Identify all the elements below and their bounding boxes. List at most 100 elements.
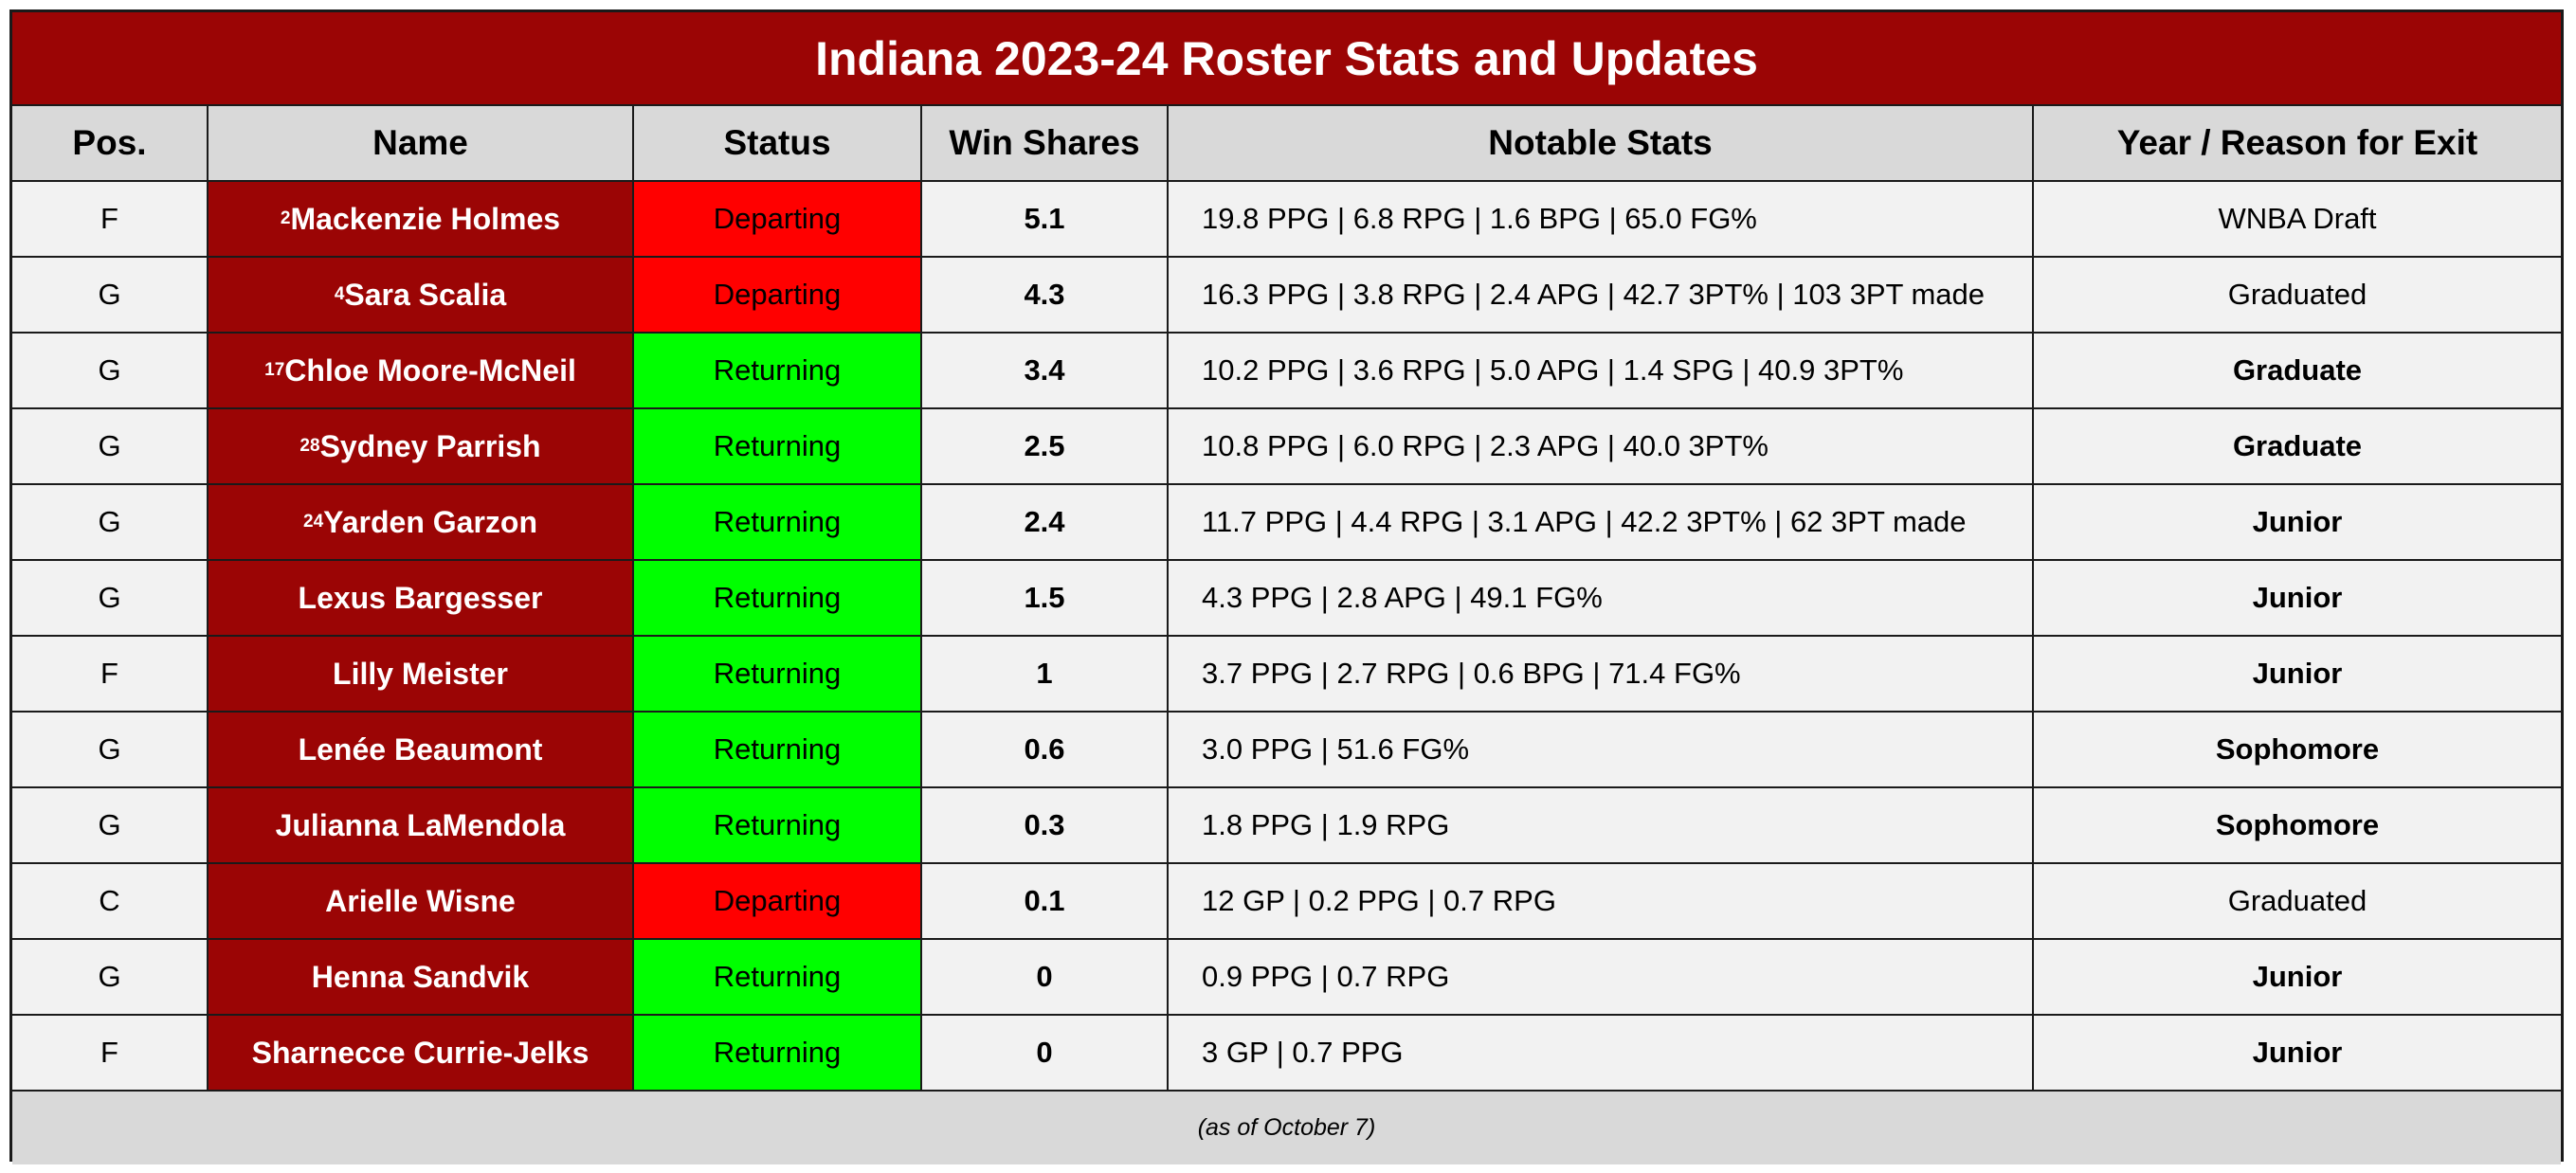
- year-exit-cell: Sophomore: [2215, 732, 2380, 766]
- notable-stats-cell: 0.9 PPG | 0.7 RPG: [1169, 940, 2034, 1014]
- year-exit-cell: Junior: [2252, 657, 2343, 690]
- status-cell: Returning: [634, 1016, 922, 1090]
- win-shares-cell: 2.4: [922, 485, 1169, 559]
- header-name: Name: [209, 106, 634, 180]
- table-row: F Lilly Meister Returning 1 3.7 PPG | 2.7 RP…: [12, 637, 2561, 713]
- position-cell: G: [12, 561, 209, 635]
- win-shares-cell: 2.5: [922, 409, 1169, 483]
- table-row: G 28 Sydney Parrish Returning 2.5 10.8 PPG | …: [12, 409, 2561, 485]
- player-name: Mackenzie Holmes: [290, 201, 561, 236]
- year-exit-cell: Graduated: [2227, 884, 2367, 917]
- player-name: Yarden Garzon: [323, 504, 537, 539]
- player-name-cell: 2 Mackenzie Holmes: [209, 182, 634, 256]
- win-shares-cell: 1: [922, 637, 1169, 711]
- status-cell: Returning: [634, 637, 922, 711]
- notable-stats-cell: 11.7 PPG | 4.4 RPG | 3.1 APG | 42.2 3PT%…: [1169, 485, 2034, 559]
- table-row: G Lexus Bargesser Returning 1.5 4.3 PPG | 2.…: [12, 561, 2561, 637]
- notable-stats-cell: 12 GP | 0.2 PPG | 0.7 RPG: [1169, 864, 2034, 938]
- roster-table: Indiana 2023-24 Roster Stats and Updates…: [9, 9, 2564, 1164]
- player-name-cell: 17 Chloe Moore-McNeil: [209, 334, 634, 407]
- player-name: Arielle Wisne: [325, 883, 516, 918]
- player-name: Lexus Bargesser: [298, 580, 543, 615]
- header-notable-stats: Notable Stats: [1169, 106, 2034, 180]
- position-cell: G: [12, 485, 209, 559]
- player-name-cell: 24 Yarden Garzon: [209, 485, 634, 559]
- notable-stats-cell: 19.8 PPG | 6.8 RPG | 1.6 BPG | 65.0 FG%: [1169, 182, 2034, 256]
- table-row: G Lenée Beaumont Returning 0.6 3.0 PPG | 51.…: [12, 713, 2561, 788]
- player-name: Lenée Beaumont: [298, 731, 543, 767]
- status-cell: Departing: [634, 864, 922, 938]
- player-name-cell: Lenée Beaumont: [209, 713, 634, 786]
- status-cell: Returning: [634, 940, 922, 1014]
- player-name: Henna Sandvik: [311, 959, 530, 994]
- table-row: C Arielle Wisne Departing 0.1 12 GP | 0.2 PP…: [12, 864, 2561, 940]
- player-name-cell: Julianna LaMendola: [209, 788, 634, 862]
- year-exit-cell: WNBA Draft: [2218, 202, 2377, 235]
- player-name: Chloe Moore-McNeil: [284, 352, 576, 388]
- header-year-exit: Year / Reason for Exit: [2116, 123, 2478, 162]
- status-cell: Returning: [634, 561, 922, 635]
- win-shares-cell: 3.4: [922, 334, 1169, 407]
- year-exit-cell: Graduate: [2232, 353, 2363, 387]
- win-shares-cell: 1.5: [922, 561, 1169, 635]
- table-row: F 2 Mackenzie Holmes Departing 5.1 19.8 PPG |…: [12, 182, 2561, 258]
- header-status: Status: [634, 106, 922, 180]
- notable-stats-cell: 4.3 PPG | 2.8 APG | 49.1 FG%: [1169, 561, 2034, 635]
- year-exit-cell: Graduated: [2227, 278, 2367, 311]
- notable-stats-cell: 10.2 PPG | 3.6 RPG | 5.0 APG | 1.4 SPG |…: [1169, 334, 2034, 407]
- year-exit-cell: Junior: [2252, 1036, 2343, 1069]
- player-name: Sydney Parrish: [319, 428, 541, 463]
- win-shares-cell: 4.3: [922, 258, 1169, 332]
- win-shares-cell: 0: [922, 1016, 1169, 1090]
- notable-stats-cell: 16.3 PPG | 3.8 RPG | 2.4 APG | 42.7 3PT%…: [1169, 258, 2034, 332]
- win-shares-cell: 5.1: [922, 182, 1169, 256]
- player-name-cell: Sharnecce Currie-Jelks: [209, 1016, 634, 1090]
- header-pos: Pos.: [12, 106, 209, 180]
- player-name: Lilly Meister: [333, 656, 508, 691]
- header-win-shares: Win Shares: [922, 106, 1169, 180]
- roster-rows: F 2 Mackenzie Holmes Departing 5.1 19.8 PPG |…: [12, 182, 2561, 1092]
- year-exit-cell: Graduate: [2232, 429, 2363, 462]
- notable-stats-cell: 3 GP | 0.7 PPG: [1169, 1016, 2034, 1090]
- year-exit-cell: Sophomore: [2215, 808, 2380, 841]
- player-name-cell: Arielle Wisne: [209, 864, 634, 938]
- table-row: G 17 Chloe Moore-McNeil Returning 3.4 10.2 PP…: [12, 334, 2561, 409]
- position-cell: C: [12, 864, 209, 938]
- footnote: (as of October 7): [12, 1092, 2561, 1164]
- player-name-cell: Henna Sandvik: [209, 940, 634, 1014]
- status-cell: Returning: [634, 713, 922, 786]
- notable-stats-cell: 3.0 PPG | 51.6 FG%: [1169, 713, 2034, 786]
- player-name: Sharnecce Currie-Jelks: [251, 1035, 590, 1070]
- player-name-cell: 4 Sara Scalia: [209, 258, 634, 332]
- position-cell: F: [12, 637, 209, 711]
- player-name-cell: Lexus Bargesser: [209, 561, 634, 635]
- position-cell: G: [12, 409, 209, 483]
- position-cell: G: [12, 788, 209, 862]
- notable-stats-cell: 1.8 PPG | 1.9 RPG: [1169, 788, 2034, 862]
- player-name: Sara Scalia: [344, 277, 507, 312]
- win-shares-cell: 0.1: [922, 864, 1169, 938]
- notable-stats-cell: 10.8 PPG | 6.0 RPG | 2.3 APG | 40.0 3PT%: [1169, 409, 2034, 483]
- table-row: G Julianna LaMendola Returning 0.3 1.8 PPG |…: [12, 788, 2561, 864]
- table-row: G Henna Sandvik Returning 0 0.9 PPG | 0.7 RP…: [12, 940, 2561, 1016]
- status-cell: Departing: [634, 182, 922, 256]
- position-cell: G: [12, 258, 209, 332]
- position-cell: G: [12, 940, 209, 1014]
- status-cell: Departing: [634, 258, 922, 332]
- year-exit-cell: Junior: [2252, 581, 2343, 614]
- status-cell: Returning: [634, 334, 922, 407]
- table-row: G 4 Sara Scalia Departing 4.3 16.3 PPG | 3.8 …: [12, 258, 2561, 334]
- status-cell: Returning: [634, 788, 922, 862]
- player-name-cell: 28 Sydney Parrish: [209, 409, 634, 483]
- position-cell: G: [12, 713, 209, 786]
- table-title: Indiana 2023-24 Roster Stats and Updates: [12, 12, 2561, 106]
- notable-stats-cell: 3.7 PPG | 2.7 RPG | 0.6 BPG | 71.4 FG%: [1169, 637, 2034, 711]
- status-cell: Returning: [634, 409, 922, 483]
- win-shares-cell: 0.6: [922, 713, 1169, 786]
- player-name-cell: Lilly Meister: [209, 637, 634, 711]
- header-row: Pos. Name Status Win Shares Notable Stat…: [12, 106, 2561, 182]
- year-exit-cell: Junior: [2252, 960, 2343, 993]
- win-shares-cell: 0.3: [922, 788, 1169, 862]
- table-row: F Sharnecce Currie-Jelks Returning 0 3 GP | …: [12, 1016, 2561, 1092]
- position-cell: G: [12, 334, 209, 407]
